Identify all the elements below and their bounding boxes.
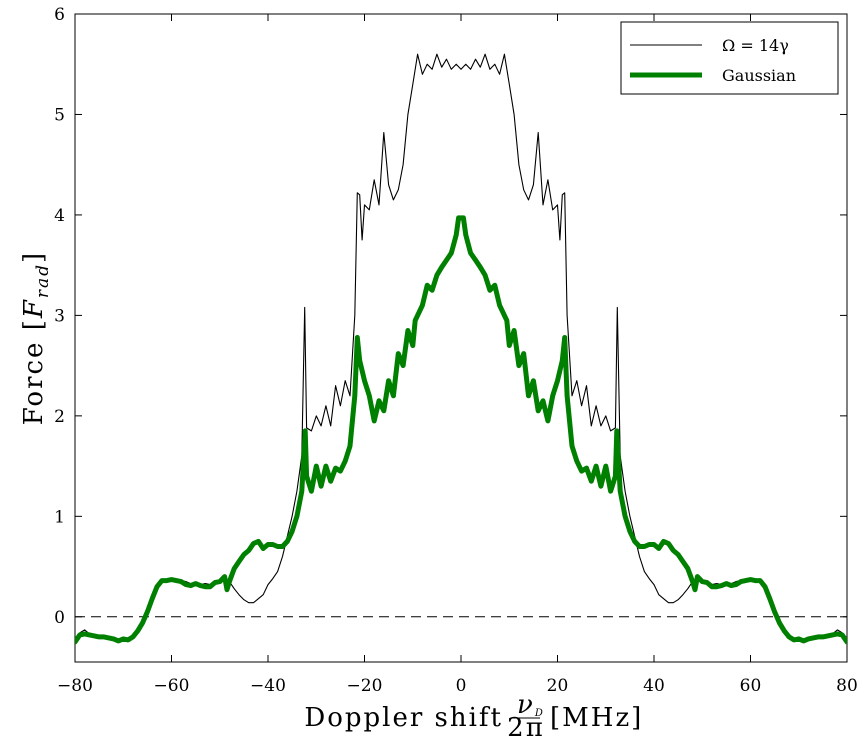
- x-tick-label: 60: [740, 676, 762, 696]
- x-axis-label-prefix: Doppler shift: [304, 703, 503, 733]
- legend-label-series-1: Ω = 14γ: [722, 36, 789, 55]
- x-axis-label-unit: [MHz]: [550, 703, 643, 733]
- x-tick-label: 0: [456, 676, 467, 696]
- legend-label-series-2: Gaussian: [722, 66, 796, 85]
- y-tick-label: 2: [54, 407, 65, 427]
- x-tick-label: −40: [250, 676, 286, 696]
- y-tick-label: 1: [54, 507, 65, 527]
- x-axis-label: Doppler shift νD 2π [MHz]: [304, 690, 643, 743]
- y-axis-label-suffix: ]: [19, 251, 49, 263]
- x-tick-label: 80: [836, 676, 858, 696]
- y-tick-label: 0: [54, 608, 65, 628]
- y-axis-label-sub: rad: [33, 263, 53, 298]
- legend: Ω = 14γ Gaussian: [620, 21, 839, 95]
- y-axis-label-prefix: Force [: [19, 318, 49, 425]
- x-tick-label: 40: [643, 676, 665, 696]
- x-tick-label: −60: [154, 676, 190, 696]
- y-tick-label: 5: [54, 105, 65, 125]
- y-axis-ticks: 0 1 2 3 4 5 6: [54, 5, 847, 628]
- x-axis-label-frac-den: 2π: [507, 713, 545, 743]
- legend-box: [620, 21, 839, 95]
- y-tick-label: 4: [54, 206, 65, 226]
- series-line-2: [75, 215, 847, 645]
- y-tick-label: 6: [54, 5, 65, 25]
- y-tick-label: 3: [54, 306, 65, 326]
- y-axis-label: Force [Frad]: [19, 251, 53, 425]
- series-layer: [75, 53, 847, 645]
- x-axis-label-frac-num: νD: [517, 690, 545, 720]
- plot-area: [74, 13, 848, 663]
- x-tick-label: 20: [547, 676, 569, 696]
- x-tick-label: −20: [347, 676, 383, 696]
- y-axis-label-var: F: [19, 298, 49, 319]
- x-axis-ticks: −80 −60 −40 −20 0 20 40 60 80: [57, 14, 858, 696]
- x-tick-label: −80: [57, 676, 93, 696]
